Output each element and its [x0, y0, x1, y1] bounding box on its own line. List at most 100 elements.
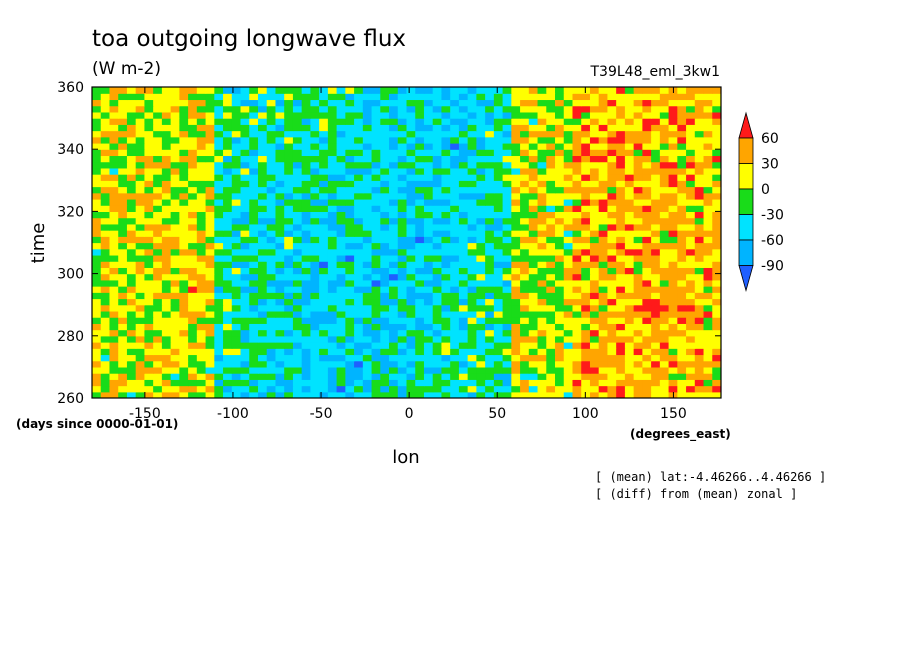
- heatmap-cell: [432, 379, 443, 387]
- heatmap-cell: [668, 130, 678, 138]
- heatmap-cell: [467, 267, 477, 275]
- heatmap-cell: [161, 99, 172, 107]
- heatmap-cell: [520, 379, 530, 387]
- heatmap-cell: [651, 304, 661, 312]
- heatmap-cell: [659, 310, 670, 318]
- heatmap-cell: [257, 317, 268, 324]
- heatmap-cell: [659, 136, 670, 144]
- heatmap-cell: [537, 323, 547, 331]
- heatmap-cell: [555, 366, 565, 374]
- heatmap-cell: [205, 310, 215, 318]
- heatmap-cell: [563, 87, 574, 94]
- heatmap-cell: [327, 217, 338, 225]
- heatmap-cell: [633, 136, 643, 144]
- heatmap-cell: [345, 167, 355, 175]
- heatmap-cell: [109, 180, 119, 188]
- heatmap-cell: [624, 149, 635, 157]
- heatmap-cell: [703, 124, 713, 132]
- heatmap-cell: [284, 130, 294, 138]
- heatmap-cell: [633, 254, 643, 262]
- heatmap-cell: [546, 161, 556, 169]
- heatmap-cell: [284, 111, 294, 119]
- heatmap-cell: [354, 205, 364, 212]
- heatmap-cell: [231, 360, 242, 368]
- heatmap-cell: [336, 335, 346, 343]
- heatmap-cell: [415, 267, 425, 275]
- heatmap-cell: [694, 310, 705, 318]
- heatmap-cell: [319, 310, 329, 318]
- heatmap-cell: [624, 348, 635, 356]
- heatmap-cell: [528, 180, 539, 188]
- heatmap-cell: [380, 310, 390, 318]
- heatmap-cell: [406, 93, 416, 101]
- heatmap-cell: [389, 279, 399, 287]
- heatmap-cell: [598, 304, 609, 312]
- heatmap-cell: [450, 273, 460, 281]
- heatmap-cell: [249, 93, 259, 101]
- heatmap-cell: [581, 124, 591, 132]
- heatmap-cell: [170, 161, 180, 169]
- heatmap-cell: [223, 211, 233, 219]
- heatmap-cell: [651, 242, 661, 250]
- heatmap-cell: [659, 335, 670, 343]
- heatmap-cell: [406, 329, 416, 337]
- heatmap-cell: [467, 211, 477, 219]
- heatmap-cell: [694, 267, 705, 275]
- heatmap-cell: [118, 273, 128, 281]
- heatmap-cell: [432, 93, 443, 101]
- heatmap-cell: [205, 342, 215, 349]
- heatmap-cell: [476, 149, 486, 157]
- heatmap-cell: [292, 292, 303, 300]
- heatmap-cell: [126, 217, 137, 225]
- heatmap-cell: [144, 192, 154, 200]
- heatmap-cell: [485, 279, 495, 287]
- heatmap-cell: [493, 248, 504, 256]
- heatmap-cell: [616, 111, 626, 119]
- heatmap-cell: [703, 167, 713, 175]
- heatmap-cell: [555, 211, 565, 219]
- heatmap-cell: [467, 248, 477, 256]
- heatmap-cell: [100, 111, 111, 119]
- heatmap-cell: [118, 342, 128, 349]
- heatmap-cell: [266, 236, 277, 244]
- heatmap-cell: [520, 366, 530, 374]
- heatmap-cell: [476, 248, 486, 256]
- heatmap-cell: [642, 124, 652, 132]
- heatmap-cell: [555, 279, 565, 287]
- heatmap-cell: [275, 118, 285, 125]
- heatmap-cell: [144, 273, 154, 281]
- heatmap-cell: [292, 230, 303, 237]
- heatmap-cell: [345, 211, 355, 219]
- heatmap-cell: [275, 329, 285, 337]
- heatmap-cell: [607, 161, 617, 169]
- heatmap-cell: [301, 124, 312, 132]
- heatmap-cell: [135, 236, 146, 244]
- x-tick-label: 0: [405, 406, 414, 422]
- heatmap-cell: [589, 236, 600, 244]
- heatmap-cell: [651, 379, 661, 387]
- heatmap-cell: [109, 373, 119, 380]
- heatmap-cell: [589, 273, 600, 281]
- heatmap-cell: [249, 174, 259, 181]
- heatmap-cell: [319, 304, 329, 312]
- heatmap-cell: [126, 279, 137, 287]
- heatmap-cell: [607, 87, 617, 94]
- heatmap-cell: [319, 248, 329, 256]
- heatmap-cell: [686, 342, 696, 349]
- heatmap-cell: [319, 379, 329, 387]
- heatmap-cell: [441, 223, 451, 231]
- heatmap-cell: [651, 335, 661, 343]
- heatmap-cell: [92, 230, 102, 237]
- heatmap-cell: [100, 211, 111, 219]
- heatmap-cell: [598, 354, 609, 362]
- heatmap-cell: [616, 348, 626, 356]
- heatmap-cell: [327, 335, 338, 343]
- heatmap-cell: [179, 379, 189, 387]
- heatmap-cell: [284, 354, 294, 362]
- heatmap-cell: [555, 360, 565, 368]
- heatmap-cell: [284, 87, 294, 94]
- heatmap-cell: [266, 93, 277, 101]
- heatmap-cell: [310, 298, 320, 306]
- heatmap-cell: [555, 298, 565, 306]
- heatmap-cell: [616, 342, 626, 349]
